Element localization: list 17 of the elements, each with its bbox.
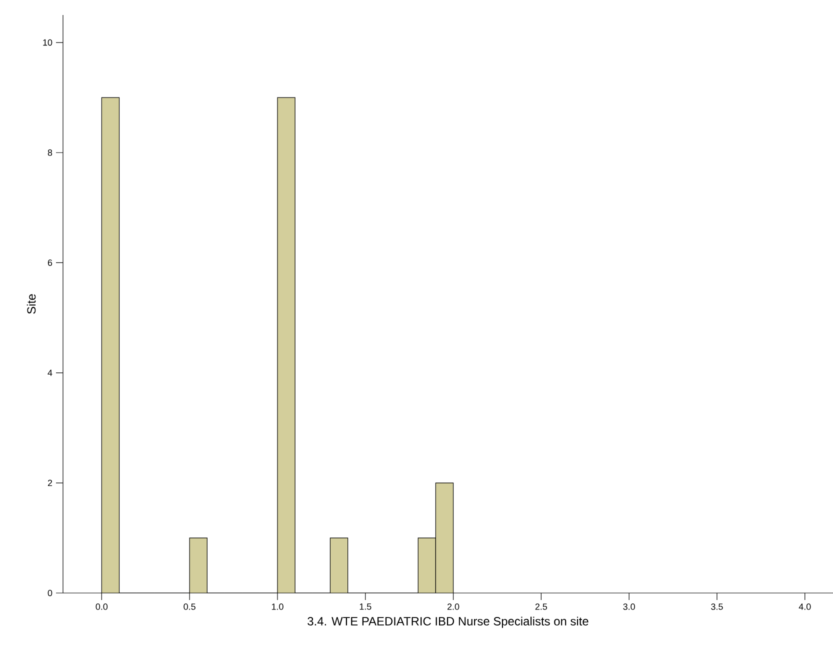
x-tick-label: 0.0	[96, 604, 108, 610]
x-tick-label: 3.5	[711, 604, 723, 610]
x-tick-label: 2.0	[448, 604, 460, 610]
x-tick-label: 3.0	[623, 604, 635, 610]
y-tick-label: 2	[48, 480, 52, 486]
y-tick-label: 4	[48, 370, 52, 376]
x-tick-label: 1.5	[360, 604, 372, 610]
x-tick-label: 2.5	[535, 604, 548, 610]
y-axis-title: Site	[26, 294, 36, 314]
x-tick-label: 0.5	[184, 604, 196, 610]
y-tick-label: 8	[48, 149, 52, 156]
x-axis-title: 3.4. WTE PAEDIATRIC IBD Nurse Specialists on site	[308, 616, 588, 628]
y-tick-label: 10	[43, 39, 52, 46]
y-tick-label: 6	[48, 260, 52, 266]
x-tick-label: 1.0	[272, 604, 284, 610]
x-tick-label: 4.0	[798, 604, 811, 610]
y-tick-label: 0	[48, 590, 52, 596]
